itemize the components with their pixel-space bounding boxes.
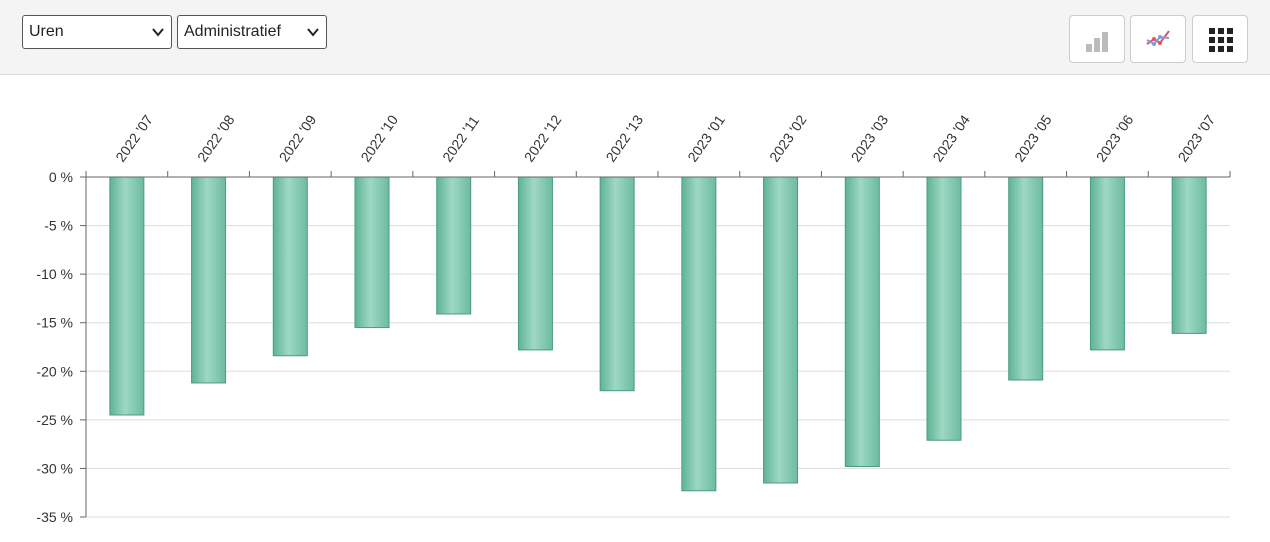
x-tick-label: 2022 '13: [602, 112, 646, 165]
y-tick-label: -15 %: [36, 315, 73, 331]
x-tick-label: 2023 '06: [1093, 112, 1137, 165]
x-tick-label: 2023 '05: [1011, 112, 1055, 165]
y-tick-label: -35 %: [36, 509, 73, 525]
x-tick-label: 2022 '10: [357, 112, 401, 165]
y-tick-label: -30 %: [36, 460, 73, 476]
metric-select[interactable]: Uren: [22, 15, 172, 49]
bar[interactable]: [844, 176, 880, 467]
bar[interactable]: [354, 176, 390, 329]
bar[interactable]: [599, 176, 635, 392]
bar[interactable]: [1008, 176, 1044, 381]
y-tick-label: -5 %: [44, 218, 73, 234]
x-tick-label: 2023 '03: [848, 112, 892, 165]
bar[interactable]: [763, 176, 799, 484]
x-tick-label: 2023 '04: [929, 112, 973, 165]
bar-chart: 0 % -5 % -10 % -15 % -20 % -25 % -30 % -35 % 202…: [36, 112, 1231, 525]
grid-view-button[interactable]: [1192, 15, 1248, 63]
line-chart-icon: [1146, 30, 1170, 46]
line-chart-button[interactable]: [1130, 15, 1186, 63]
bar[interactable]: [681, 176, 717, 492]
bar[interactable]: [191, 176, 227, 384]
bar[interactable]: [272, 176, 308, 357]
bar[interactable]: [436, 176, 472, 315]
x-tick-label: 2023 '01: [684, 112, 728, 165]
y-tick-label: 0 %: [49, 169, 73, 185]
bar[interactable]: [926, 176, 962, 441]
chevron-down-icon: [152, 28, 164, 37]
category-select[interactable]: Administratief: [177, 15, 327, 49]
x-tick-label: 2022 '11: [439, 113, 482, 165]
x-tick-label: 2022 '09: [276, 112, 320, 165]
bar[interactable]: [517, 176, 553, 351]
x-tick-label: 2022 '07: [112, 112, 156, 165]
x-tick-label: 2022 '08: [194, 112, 238, 165]
bar-chart-icon: [1086, 32, 1108, 52]
y-tick-label: -25 %: [36, 412, 73, 428]
bar[interactable]: [1089, 176, 1125, 351]
x-tick-label: 2023 '02: [766, 112, 810, 165]
bar[interactable]: [109, 176, 145, 416]
chart-toolbar: Uren Administratief: [0, 0, 1270, 75]
grid-icon: [1209, 28, 1233, 52]
bar[interactable]: [1171, 176, 1207, 334]
chevron-down-icon: [307, 28, 319, 37]
metric-select-value: Uren: [29, 23, 64, 40]
x-tick-label: 2022 '12: [521, 112, 565, 165]
bar-chart-button[interactable]: [1069, 15, 1125, 63]
x-tick-label: 2023 '07: [1174, 112, 1218, 165]
y-tick-label: -20 %: [36, 363, 73, 379]
category-select-value: Administratief: [184, 23, 281, 40]
y-tick-label: -10 %: [36, 266, 73, 282]
